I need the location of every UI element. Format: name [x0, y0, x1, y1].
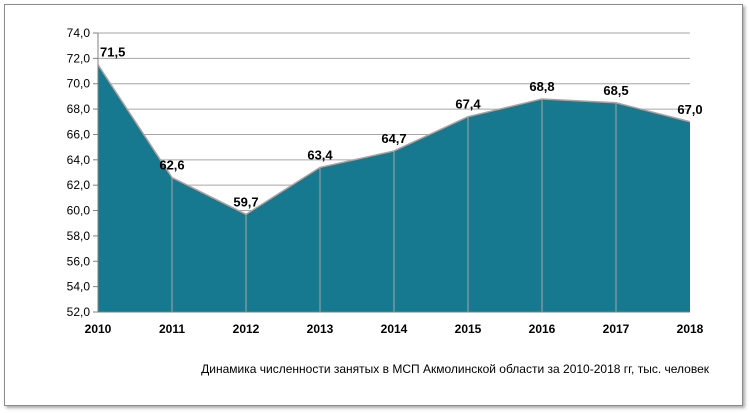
data-labels: 71,5 62,6 59,7 63,4 64,7 67,4 68,8 68,5 67,0	[100, 45, 703, 210]
y-tick-label: 60,0	[67, 204, 91, 218]
y-tick-label: 72,0	[67, 51, 91, 65]
category-dividers	[171, 98, 617, 312]
x-tick-label: 2015	[455, 322, 482, 336]
data-label: 67,4	[455, 97, 481, 112]
data-label: 67,0	[677, 102, 702, 117]
data-label: 59,7	[233, 194, 258, 209]
x-tick-label: 2011	[159, 322, 185, 336]
x-tick-label: 2017	[603, 322, 630, 336]
y-tick-label: 68,0	[67, 102, 91, 116]
y-tick-label: 66,0	[67, 127, 91, 141]
y-tick-label: 52,0	[67, 305, 91, 319]
data-label: 68,8	[529, 79, 554, 94]
data-label: 64,7	[381, 131, 406, 146]
data-label: 68,5	[603, 83, 628, 98]
x-tick-label: 2016	[529, 322, 556, 336]
chart-caption: Динамика численности занятых в МСП Акмол…	[201, 362, 709, 376]
y-tick-label: 54,0	[67, 280, 91, 294]
data-label: 71,5	[100, 45, 125, 60]
y-tick-label: 56,0	[67, 254, 91, 268]
data-label: 62,6	[159, 158, 184, 173]
y-tick-label: 70,0	[67, 77, 91, 91]
x-tick-label: 2010	[85, 322, 112, 336]
y-tick-label: 62,0	[67, 178, 91, 192]
x-tick-label: 2012	[233, 322, 260, 336]
x-axis: 2010 2011 2012 2013 2014 2015 2016 2017 2018	[85, 311, 704, 336]
x-tick-label: 2013	[307, 322, 334, 336]
data-label: 63,4	[307, 147, 333, 162]
y-tick-label: 64,0	[67, 153, 91, 167]
y-tick-label: 58,0	[67, 229, 91, 243]
x-tick-label: 2018	[677, 322, 704, 336]
y-tick-label: 74,0	[67, 26, 91, 40]
y-axis: 52,0 54,0 56,0 58,0 60,0 62,0 64,0 66,0 68,0 70,0…	[67, 26, 99, 319]
x-tick-label: 2014	[381, 322, 408, 336]
